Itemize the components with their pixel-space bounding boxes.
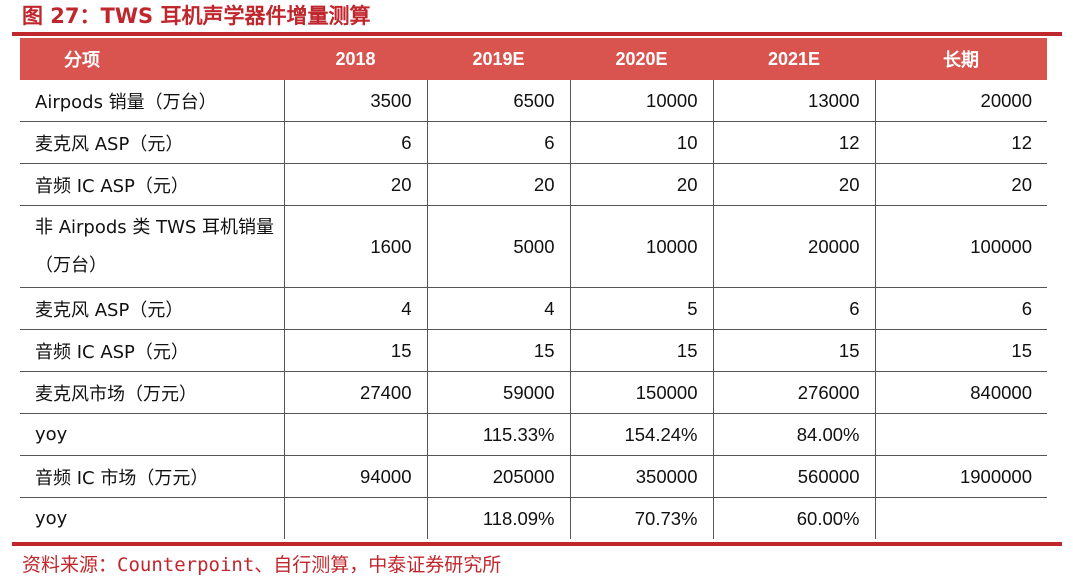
table-cell: 20 [569, 163, 713, 206]
table-cell: 27400 [283, 371, 427, 414]
row-label: 麦克风 ASP（元） [20, 121, 284, 164]
table-cell: 3500 [283, 80, 427, 122]
table-cell: 118.09% [426, 497, 570, 539]
header-row: 分项 2018 2019E 2020E 2021E 长期 [20, 38, 1047, 80]
bottom-rule [12, 542, 1062, 546]
header-cell-item: 分项 [20, 38, 284, 80]
table-cell: 1600 [283, 205, 427, 288]
table-cell: 5000 [426, 205, 570, 288]
table-cell: 150000 [569, 371, 713, 414]
table-cell: 20000 [712, 205, 875, 288]
row-label: Airpods 销量（万台） [20, 80, 284, 122]
table-cell: 59000 [426, 371, 570, 414]
table-cell: 20000 [874, 80, 1047, 122]
table-cell: 10000 [569, 205, 713, 288]
table-cell: 20 [712, 163, 875, 206]
header-cell-2020e: 2020E [570, 38, 713, 80]
table-cell: 15 [874, 329, 1047, 372]
top-rule [12, 32, 1062, 36]
figure-title: 图 27：TWS 耳机声学器件增量测算 [22, 4, 371, 28]
table-row: 音频 IC ASP（元） 20 20 20 20 20 [20, 163, 1047, 206]
table-cell: 20 [426, 163, 570, 206]
table-cell: 94000 [283, 455, 427, 498]
table-row: 音频 IC 市场（万元） 94000 205000 350000 560000 … [20, 455, 1047, 498]
table-cell: 84.00% [712, 413, 875, 456]
row-label: yoy [20, 413, 284, 456]
header-cell-2021e: 2021E [713, 38, 875, 80]
row-label: 麦克风市场（万元） [20, 371, 284, 414]
table-cell: 13000 [712, 80, 875, 122]
table-cell: 20 [283, 163, 427, 206]
table-row: yoy 118.09% 70.73% 60.00% [20, 497, 1047, 539]
row-label: yoy [35, 508, 68, 529]
row-label: 音频 IC 市场（万元） [20, 455, 284, 498]
row-label: 非 Airpods 类 TWS 耳机销量（万台） [20, 205, 284, 288]
table-cell: 205000 [426, 455, 570, 498]
table-cell: 10000 [569, 80, 713, 122]
table-cell [283, 413, 427, 456]
table-cell: 350000 [569, 455, 713, 498]
table-cell: 70.73% [569, 497, 713, 539]
table-row: 麦克风 ASP（元） 4 4 5 6 6 [20, 287, 1047, 330]
header-cell-2018: 2018 [284, 38, 427, 80]
header-cell-2019e: 2019E [427, 38, 570, 80]
row-label: 音频 IC ASP（元） [20, 163, 284, 206]
table-cell: 4 [283, 287, 427, 330]
table-cell: 60.00% [712, 497, 875, 539]
table-row: Airpods 销量（万台） 3500 6500 10000 13000 200… [20, 80, 1047, 122]
table-cell: 6500 [426, 80, 570, 122]
table-cell: 6 [426, 121, 570, 164]
table-cell: 560000 [712, 455, 875, 498]
row-label: 音频 IC ASP（元） [20, 329, 284, 372]
table-cell: 276000 [712, 371, 875, 414]
table-cell: 4 [426, 287, 570, 330]
table-row: 麦克风市场（万元） 27400 59000 150000 276000 8400… [20, 371, 1047, 414]
table-cell: 12 [874, 121, 1047, 164]
table-cell: 15 [426, 329, 570, 372]
table-cell: 6 [712, 287, 875, 330]
table-cell [874, 497, 1047, 539]
table-cell: 840000 [874, 371, 1047, 414]
row-label: 麦克风 ASP（元） [20, 287, 284, 330]
table-cell: 10 [569, 121, 713, 164]
table-row: 麦克风 ASP（元） 6 6 10 12 12 [20, 121, 1047, 164]
table-cell: 15 [712, 329, 875, 372]
table-row: 非 Airpods 类 TWS 耳机销量（万台） 1600 5000 10000… [20, 205, 1047, 288]
table-cell: 1900000 [874, 455, 1047, 498]
table-cell: 100000 [874, 205, 1047, 288]
data-table: 分项 2018 2019E 2020E 2021E 长期 Airpods 销量（… [20, 38, 1047, 539]
table-cell: 15 [283, 329, 427, 372]
table-cell: 115.33% [426, 413, 570, 456]
table-cell [874, 413, 1047, 456]
table-row: yoy 115.33% 154.24% 84.00% [20, 413, 1047, 456]
table-cell: 5 [569, 287, 713, 330]
table-cell [283, 497, 427, 539]
header-cell-long-term: 长期 [875, 38, 1047, 80]
table-cell: 12 [712, 121, 875, 164]
table-cell: 154.24% [569, 413, 713, 456]
source-note: 资料来源：Counterpoint、自行测算，中泰证券研究所 [22, 554, 502, 576]
table-cell: 6 [283, 121, 427, 164]
table-cell: 6 [874, 287, 1047, 330]
table-cell: 15 [569, 329, 713, 372]
table-cell: 20 [874, 163, 1047, 206]
table-row: 音频 IC ASP（元） 15 15 15 15 15 [20, 329, 1047, 372]
